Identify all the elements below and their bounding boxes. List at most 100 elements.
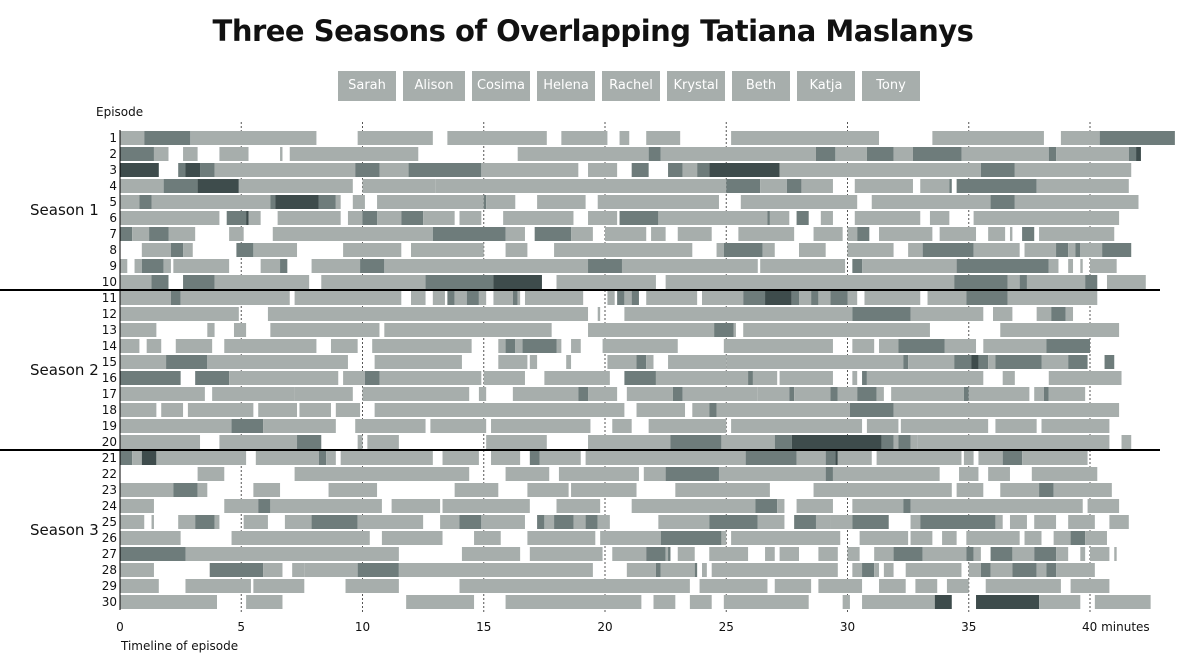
segment-bar	[971, 355, 979, 369]
segment-bar	[411, 291, 426, 305]
segment-bar	[738, 227, 795, 241]
segment-bar	[588, 163, 618, 177]
segment-bar	[813, 227, 843, 241]
segment-bar	[120, 291, 171, 305]
segment-bar	[1090, 259, 1117, 273]
segment-bar	[435, 179, 727, 193]
segment-bar	[682, 163, 698, 177]
segment-bar	[879, 339, 899, 353]
segment-bar	[1053, 531, 1071, 545]
segment-bar	[120, 595, 217, 609]
segment-bar	[183, 243, 193, 257]
segment-bar	[612, 419, 632, 433]
segment-bar	[862, 563, 875, 577]
segment-bar	[961, 147, 1049, 161]
x-tick-label: 0	[116, 620, 124, 634]
segment-bar	[675, 483, 770, 497]
segment-bar	[384, 323, 552, 337]
segment-bar	[668, 163, 683, 177]
character-button-rachel[interactable]: Rachel	[602, 71, 660, 101]
segment-bar	[578, 387, 589, 401]
segment-bar	[226, 211, 247, 225]
segment-bar	[1070, 579, 1110, 593]
segment-bar	[745, 451, 797, 465]
segment-bar	[153, 147, 169, 161]
character-button-helena[interactable]: Helena	[537, 71, 595, 101]
segment-bar	[170, 243, 184, 257]
character-button-katja[interactable]: Katja	[797, 71, 855, 101]
segment-bar	[214, 275, 310, 289]
segment-bar	[910, 307, 984, 321]
character-button-krystal[interactable]: Krystal	[667, 71, 725, 101]
segment-bar	[607, 291, 615, 305]
segment-bar	[624, 307, 853, 321]
segment-bar	[1090, 547, 1110, 561]
segment-bar	[529, 547, 603, 561]
segment-bar	[1114, 547, 1117, 561]
segment-bar	[178, 163, 186, 177]
segment-bar	[423, 211, 455, 225]
segment-bar	[517, 147, 649, 161]
segment-bar	[275, 195, 319, 209]
segment-bar	[1034, 387, 1044, 401]
segment-bar	[209, 563, 264, 577]
segment-bar	[493, 291, 513, 305]
segment-bar	[134, 259, 142, 273]
segment-bar	[832, 467, 940, 481]
x-tick-label: 35	[961, 620, 976, 634]
segment-bar	[944, 339, 977, 353]
segment-bar	[660, 563, 695, 577]
segment-bar	[248, 211, 261, 225]
segment-bar	[660, 531, 722, 545]
segment-bar	[830, 387, 838, 401]
segment-bar	[120, 259, 128, 273]
segment-bar	[612, 547, 647, 561]
segment-bar	[367, 435, 399, 449]
segment-bar	[355, 419, 426, 433]
episode-label: 17	[102, 387, 117, 401]
segment-bar	[900, 419, 989, 433]
character-button-sarah[interactable]: Sarah	[338, 71, 396, 101]
character-button-cosima[interactable]: Cosima	[472, 71, 530, 101]
segment-bar	[1034, 547, 1057, 561]
segment-bar	[665, 275, 955, 289]
segment-bar	[1048, 371, 1122, 385]
segment-bar	[1012, 547, 1035, 561]
segment-bar	[731, 531, 841, 545]
segment-bar	[956, 483, 984, 497]
x-tick-label: 20	[597, 620, 612, 634]
segment-bar	[372, 339, 472, 353]
segment-bar	[231, 419, 264, 433]
segment-bar	[760, 259, 846, 273]
segment-bar	[1075, 243, 1081, 257]
segment-bar	[197, 483, 208, 497]
segment-bar	[624, 371, 656, 385]
segment-bar	[697, 163, 710, 177]
segment-bar	[714, 323, 734, 337]
segment-bar	[963, 451, 974, 465]
character-button-beth[interactable]: Beth	[732, 71, 790, 101]
segment-bar	[711, 563, 838, 577]
segment-bar	[879, 579, 906, 593]
segment-bar	[229, 227, 244, 241]
segment-bar	[362, 211, 378, 225]
character-button-alison[interactable]: Alison	[403, 71, 465, 101]
segment-bar	[151, 275, 169, 289]
segment-bar	[481, 163, 579, 177]
segment-bar	[120, 387, 205, 401]
segment-bar	[360, 259, 385, 273]
segment-bar	[214, 515, 220, 529]
segment-bar	[425, 275, 494, 289]
segment-bar	[600, 531, 661, 545]
segment-bar	[1000, 323, 1120, 337]
character-button-tony[interactable]: Tony	[862, 71, 920, 101]
segment-bar	[1022, 227, 1035, 241]
segment-bar	[311, 515, 358, 529]
x-tick-label: 15	[476, 620, 491, 634]
segment-bar	[752, 371, 778, 385]
segment-bar	[631, 291, 639, 305]
segment-bar	[554, 515, 574, 529]
segment-bar	[665, 467, 719, 481]
segment-bar	[491, 419, 591, 433]
segment-bar	[883, 563, 894, 577]
